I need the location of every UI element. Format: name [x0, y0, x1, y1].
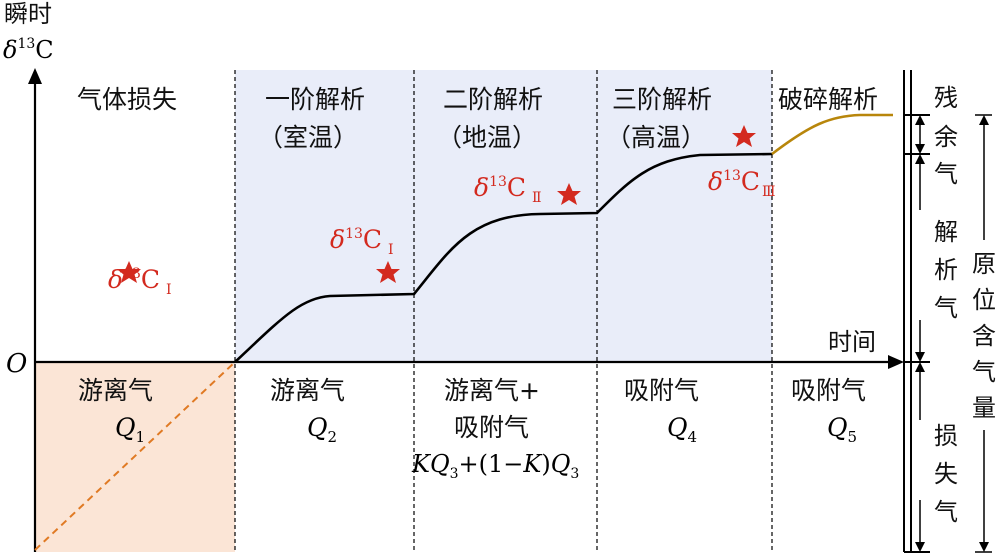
desorbed-gas-char-2: 析	[934, 256, 958, 284]
right-brackets	[903, 70, 992, 553]
x-axis-label: 时间	[828, 328, 876, 356]
in-situ-char-1: 原	[972, 250, 996, 278]
in-situ-char-2: 位	[972, 286, 996, 314]
in-situ-char-5: 量	[972, 394, 996, 422]
bottom-label-5: 吸附气	[791, 376, 866, 405]
in-situ-char-3: 含	[972, 322, 996, 350]
lost-gas-char-1: 损	[934, 422, 958, 450]
bottom-label-3a: 游离气+	[444, 376, 540, 405]
stage-label-first-desorption: 一阶解析	[265, 85, 365, 114]
y-axis-label-line2: δ13C	[3, 36, 54, 64]
isotope-label-lost: δ13C Ⅰ	[108, 265, 172, 298]
isotope-label-stage2: δ13C Ⅱ	[474, 173, 542, 206]
bottom-label-4: 吸附气	[624, 376, 699, 405]
right-arrowheads	[915, 115, 989, 552]
star-icon	[117, 261, 141, 283]
residual-gas-char-1: 残	[934, 84, 958, 112]
q4-label: Q4	[667, 413, 697, 446]
stage-separators	[234, 70, 773, 552]
y-axis-arrow	[28, 68, 42, 84]
residual-gas-char-3: 气	[934, 160, 958, 188]
in-situ-char-4: 气	[972, 358, 996, 386]
q5-label: Q5	[827, 413, 857, 446]
bottom-label-3b: 吸附气	[454, 413, 529, 442]
isotope-label-stage1: δ13C Ⅰ	[330, 225, 394, 258]
desorption-curve	[234, 152, 773, 363]
stage-label-crushing-desorption: 破碎解析	[778, 85, 878, 114]
stage-label-second-desorption: 二阶解析	[443, 85, 543, 114]
stage-label-gas-loss: 气体损失	[77, 85, 177, 114]
y-axis-label-line1: 瞬时	[4, 0, 52, 28]
isotope-labels: δ13C Ⅰ δ13C Ⅰ δ13C Ⅱ δ13C Ⅲ	[108, 167, 776, 298]
stage-labels-bottom: 游离气 Q1 游离气 Q2 游离气+ 吸附气 KQ3+(1−K)Q3 吸附气 Q…	[78, 376, 866, 482]
lost-gas-char-3: 气	[934, 498, 958, 526]
desorbed-gas-char-3: 气	[934, 294, 958, 322]
lost-gas-extrapolation	[34, 361, 236, 551]
x-axis-arrow	[888, 355, 904, 369]
origin-label: O	[6, 349, 27, 379]
stage-label-third-desorption: 三阶解析	[612, 85, 712, 114]
residual-gas-char-2: 余	[934, 123, 958, 151]
stage-label-second-temp: （地温）	[437, 123, 537, 152]
stage1-shade	[235, 70, 772, 362]
lost-gas-char-2: 失	[934, 460, 958, 488]
star-icon	[732, 125, 756, 147]
bottom-label-1: 游离气	[78, 376, 153, 405]
desorbed-gas-char-1: 解	[934, 218, 958, 246]
isotope-label-stage3: δ13C Ⅲ	[708, 167, 776, 200]
stage-labels-top: 气体损失 一阶解析 （室温） 二阶解析 （地温） 三阶解析 （高温） 破碎解析	[77, 85, 878, 152]
residual-curve	[771, 113, 893, 156]
q1-label: Q1	[115, 413, 145, 446]
star-icon	[376, 261, 400, 283]
isotope-stars	[117, 125, 756, 283]
q2-label: Q2	[307, 413, 337, 446]
star-icon	[557, 183, 581, 205]
formula-label: KQ3+(1−K)Q3	[411, 450, 579, 482]
right-labels: 残 余 气 解 析 气 损 失 气 原 位 含 气 量	[934, 84, 996, 526]
stage-label-first-temp: （室温）	[258, 123, 358, 152]
bottom-label-2: 游离气	[270, 376, 345, 405]
stage-label-third-temp: （高温）	[606, 123, 706, 152]
